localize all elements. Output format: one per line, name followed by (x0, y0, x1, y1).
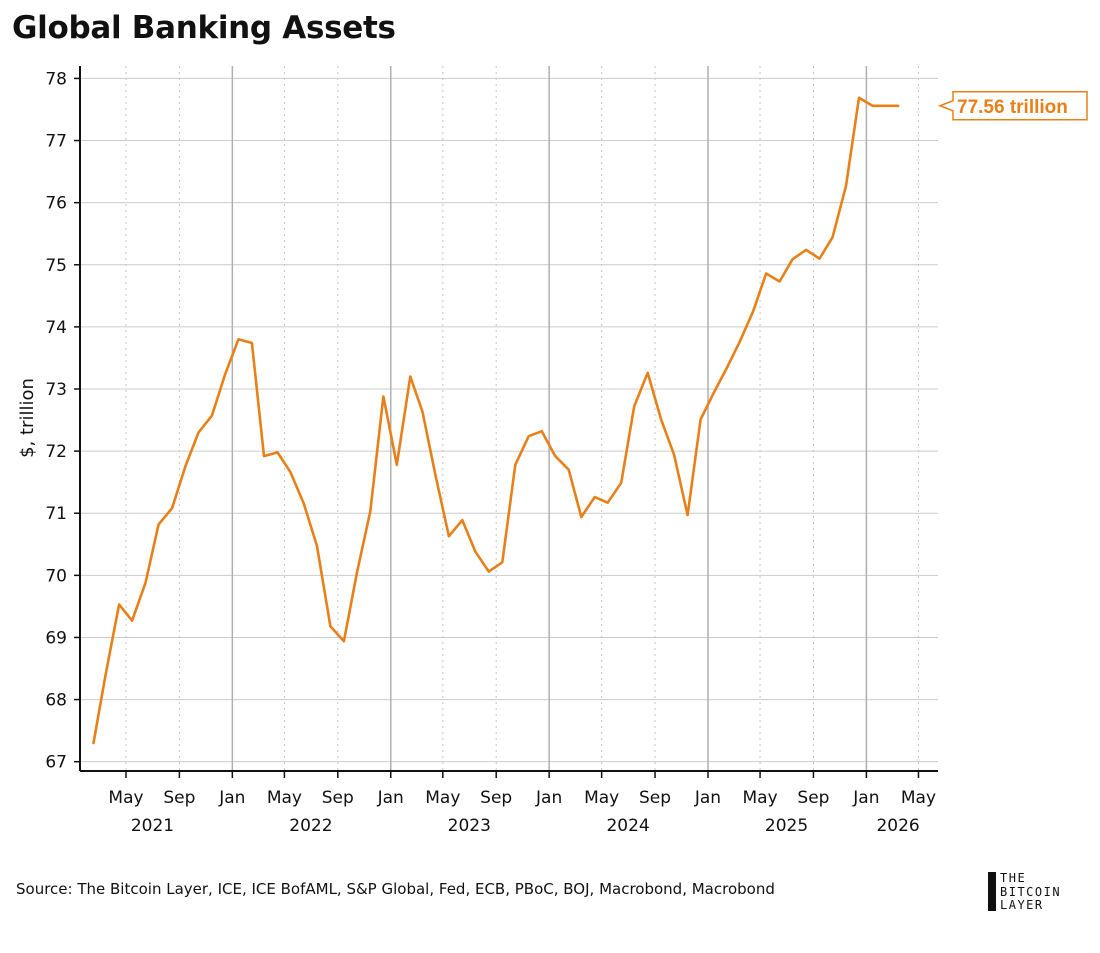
gridlines (80, 66, 938, 771)
x-tick-label: Sep (480, 788, 512, 808)
x-tick-label: May (267, 788, 302, 808)
brand-logo-line-2: BITCOIN (1000, 884, 1062, 899)
x-tick-label: Sep (797, 788, 829, 808)
chart-title: Global Banking Assets (12, 10, 396, 46)
year-label: 2022 (289, 816, 332, 836)
tick-labels: 67 68 69 70 71 72 73 74 75 76 77 78 May Sep Jan May Sep J… (45, 69, 936, 836)
y-tick-label: 75 (45, 256, 67, 276)
year-label: 2023 (448, 816, 491, 836)
x-tick-label: May (742, 788, 777, 808)
y-tick-label: 70 (45, 566, 67, 586)
x-tick-label: Sep (639, 788, 671, 808)
y-tick-label: 78 (45, 69, 67, 89)
y-tick-label: 76 (45, 194, 67, 214)
annotation-callout-box (937, 91, 1088, 121)
x-tick-label: Jan (852, 788, 879, 808)
x-tick-label: Jan (218, 788, 245, 808)
x-tick-label: May (425, 788, 460, 808)
x-tick-label: Sep (163, 788, 195, 808)
x-tick-label: May (901, 788, 936, 808)
y-tick-label: 74 (45, 318, 67, 338)
brand-logo-line-3: LAYER (1000, 898, 1044, 912)
y-tick-label: 71 (45, 504, 67, 524)
y-tick-label: 69 (45, 628, 67, 648)
x-tick-label: Jan (377, 788, 404, 808)
y-tick-label: 72 (45, 442, 67, 462)
series-layer (92, 96, 900, 745)
brand-logo: THE BITCOIN LAYER (988, 872, 1061, 911)
year-label: 2026 (876, 816, 919, 836)
source-caption: Source: The Bitcoin Layer, ICE, ICE BofA… (16, 880, 775, 898)
y-tick-label: 67 (45, 753, 67, 773)
y-axis-label: $, trillion (17, 378, 38, 458)
brand-logo-line-1: THE (1000, 871, 1027, 885)
x-tick-label: Jan (535, 788, 562, 808)
x-tick-label: May (108, 788, 143, 808)
y-tick-label: 73 (45, 380, 67, 400)
x-tick-label: Sep (322, 788, 354, 808)
series-line (92, 96, 900, 745)
y-tick-label: 77 (45, 132, 67, 152)
brand-logo-bar-icon (988, 872, 996, 911)
annotation-layer: 77.56 trillion (937, 91, 1088, 121)
y-tick-label: 68 (45, 691, 67, 711)
x-tick-label: May (584, 788, 619, 808)
axes (74, 66, 938, 778)
year-label: 2025 (765, 816, 808, 836)
annotation-label: 77.56 trillion (957, 97, 1068, 118)
x-tick-label: Jan (694, 788, 721, 808)
year-label: 2021 (131, 816, 174, 836)
year-label: 2024 (606, 816, 649, 836)
